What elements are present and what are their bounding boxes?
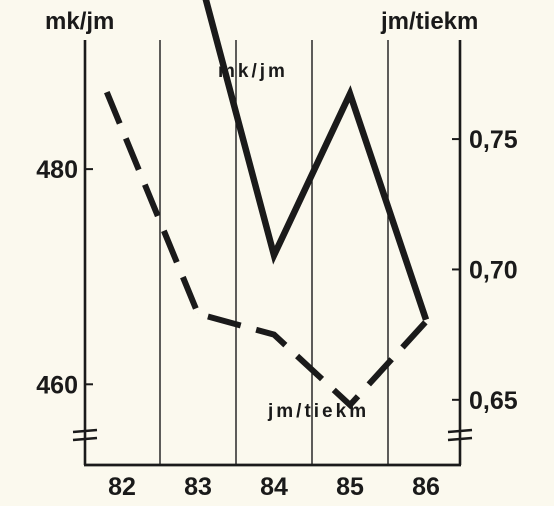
- y-left-axis-title: mk/jm: [45, 8, 114, 35]
- x-tick-label: 82: [108, 473, 136, 501]
- y-right-tick-label: 0,70: [469, 256, 518, 284]
- axis-break-0-a: [73, 430, 97, 432]
- x-tick-label: 83: [184, 473, 212, 501]
- series-line-mk-jm: [107, 0, 426, 320]
- axis-break-0-b: [73, 438, 97, 440]
- series-line-jm-tiekm: [107, 92, 426, 405]
- series-label-mk-jm: mk/jm: [218, 61, 288, 82]
- x-tick-label: 85: [336, 473, 364, 501]
- y-right-tick-label: 0,75: [469, 126, 518, 154]
- series-label-jm-tiekm: jm/tiekm: [267, 401, 369, 422]
- y-right-tick-label: 0,65: [469, 387, 518, 415]
- axis-break-1-a: [448, 430, 472, 432]
- axis-break-1-b: [448, 438, 472, 440]
- x-tick-label: 86: [412, 473, 440, 501]
- y-left-tick-label: 460: [36, 371, 78, 399]
- y-right-axis-title: jm/tiekm: [380, 8, 478, 35]
- y-left-tick-label: 480: [36, 156, 78, 184]
- x-tick-label: 84: [260, 473, 288, 501]
